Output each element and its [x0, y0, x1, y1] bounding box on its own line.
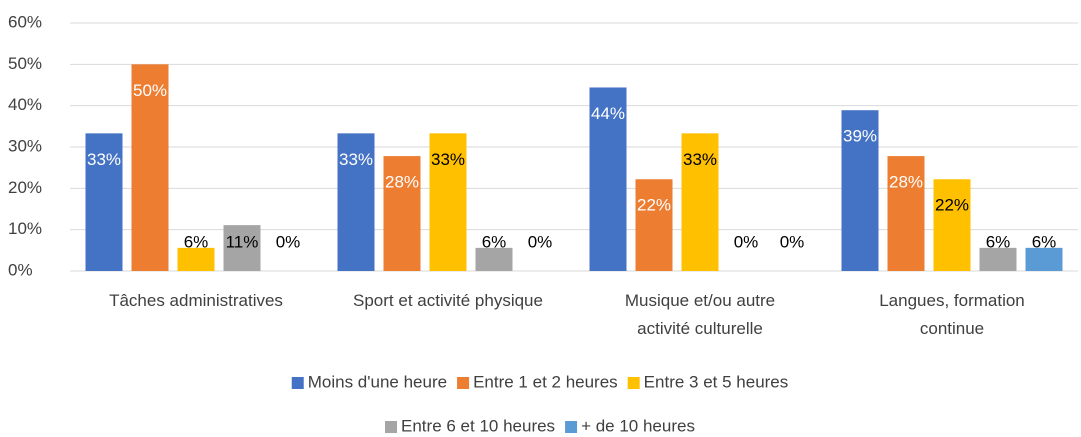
data-label: 6% — [1032, 232, 1057, 251]
bar — [177, 247, 215, 271]
y-tick-label: 60% — [8, 12, 42, 31]
legend-label: Entre 3 et 5 heures — [644, 372, 789, 391]
bar — [383, 156, 421, 271]
data-label: 33% — [683, 150, 717, 169]
bar — [337, 133, 375, 271]
data-label: 33% — [339, 150, 373, 169]
data-label: 0% — [734, 232, 759, 251]
legend-label: Entre 6 et 10 heures — [401, 416, 555, 435]
bar — [429, 133, 467, 271]
bar — [979, 247, 1017, 271]
legend-label: Entre 1 et 2 heures — [473, 372, 618, 391]
data-label: 6% — [986, 232, 1011, 251]
data-label: 6% — [482, 232, 507, 251]
y-tick-label: 20% — [8, 178, 42, 197]
y-tick-label: 10% — [8, 219, 42, 238]
bar — [887, 156, 925, 271]
data-label: 44% — [591, 104, 625, 123]
legend-swatch — [385, 421, 398, 433]
data-label: 0% — [276, 232, 301, 251]
data-label: 22% — [935, 196, 969, 215]
bar — [1025, 247, 1063, 271]
y-tick-label: 40% — [8, 95, 42, 114]
data-label: 33% — [431, 150, 465, 169]
data-label: 33% — [87, 150, 121, 169]
x-tick-label: Musique et/ou autre activité culturelle — [625, 291, 775, 338]
x-tick-label: Sport et activité physique — [353, 291, 543, 310]
data-label: 28% — [889, 173, 923, 192]
bar — [681, 133, 719, 271]
x-tick-label: Tâches administratives — [109, 291, 283, 310]
y-tick-label: 50% — [8, 54, 42, 73]
legend-label: + de 10 heures — [581, 416, 695, 435]
legend-swatch — [291, 377, 304, 389]
data-label: 50% — [133, 81, 167, 100]
bar — [589, 87, 627, 271]
data-label: 22% — [637, 196, 671, 215]
data-label: 39% — [843, 127, 877, 146]
legend-swatch — [565, 421, 578, 433]
legend-swatch — [457, 377, 470, 389]
bar — [85, 133, 123, 271]
y-tick-label: 0% — [8, 260, 33, 279]
legend-label: Moins d'une heure — [308, 372, 447, 391]
bar — [933, 179, 971, 271]
x-tick-label: Langues, formation continue — [879, 291, 1025, 338]
data-label: 0% — [528, 232, 553, 251]
bar — [131, 64, 169, 271]
data-label: 11% — [226, 232, 259, 251]
data-label: 28% — [385, 173, 419, 192]
legend-swatch — [627, 377, 640, 389]
bar — [475, 247, 513, 271]
data-label: 0% — [780, 232, 805, 251]
data-label: 6% — [184, 232, 209, 251]
bar — [223, 225, 261, 271]
bar — [841, 110, 879, 271]
y-tick-label: 30% — [8, 136, 42, 155]
bar — [635, 179, 673, 271]
